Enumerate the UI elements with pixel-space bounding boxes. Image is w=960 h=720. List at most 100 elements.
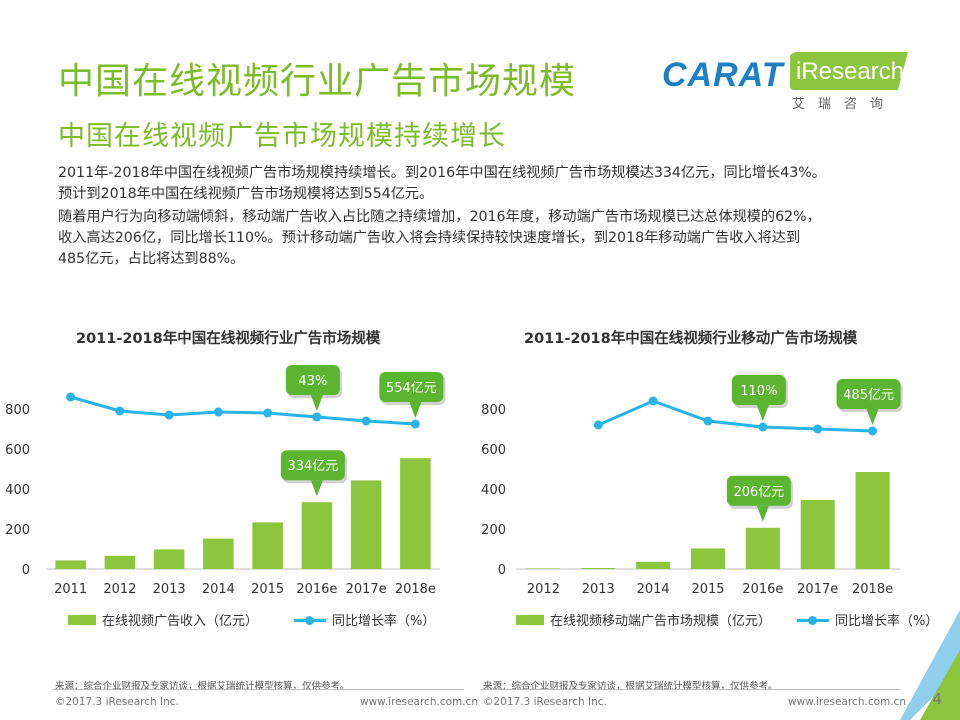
growth-point-2015 bbox=[263, 408, 273, 418]
callout-box bbox=[731, 375, 786, 405]
callout-485亿元: 485亿元 bbox=[836, 379, 903, 425]
growth-point-2016e bbox=[758, 422, 768, 432]
callout-box bbox=[280, 450, 345, 481]
page-number: 4 bbox=[932, 690, 942, 708]
callout-text: 334亿元 bbox=[287, 459, 338, 474]
callout-box bbox=[726, 475, 791, 506]
x-tick-label: 2012 bbox=[103, 582, 136, 597]
summary-line-2: 预计到2018年中国在线视频广告市场规模将达到554亿元。 bbox=[58, 186, 434, 202]
bar-2014 bbox=[203, 538, 234, 569]
x-tick-label: 2016e bbox=[296, 582, 337, 597]
x-tick-label: 2012 bbox=[527, 582, 560, 597]
footer-right-url[interactable]: www.iresearch.com.cn bbox=[788, 696, 907, 708]
x-tick-label: 2014 bbox=[202, 582, 235, 597]
bar-2012 bbox=[104, 555, 136, 569]
iresearch-cn-logo: 艾瑞咨询 bbox=[792, 97, 897, 112]
callout-554亿元: 554亿元 bbox=[379, 372, 446, 418]
callout-box bbox=[379, 372, 444, 402]
iresearch-logo: iResearch bbox=[796, 58, 905, 85]
x-tick-label: 2015 bbox=[691, 582, 724, 597]
bar-2011 bbox=[55, 560, 86, 569]
callout-pointer bbox=[310, 480, 323, 497]
left-source-note: 来源：综合企业财报及专家访谈，根据艾瑞统计模型核算，仅供参考。 bbox=[55, 681, 350, 692]
callout-pointer bbox=[866, 409, 879, 425]
callout-110%: 110% bbox=[731, 375, 788, 421]
legend-line-label: 同比增长率（%） bbox=[835, 614, 939, 629]
callout-text: 485亿元 bbox=[843, 388, 894, 403]
y-tick-label: 400 bbox=[5, 483, 30, 498]
bar-2013 bbox=[153, 549, 185, 569]
growth-point-2014 bbox=[213, 407, 223, 417]
growth-rate-line bbox=[597, 399, 873, 433]
bar-2013 bbox=[581, 568, 616, 569]
y-tick-label: 0 bbox=[498, 563, 506, 578]
growth-point-2017e bbox=[813, 424, 823, 434]
bar-2016e bbox=[745, 527, 780, 569]
bar-2015 bbox=[252, 522, 283, 569]
growth-point-2018e bbox=[410, 419, 420, 429]
corner-decoration bbox=[900, 610, 960, 720]
growth-point-2016e bbox=[312, 412, 322, 422]
left-divider bbox=[52, 689, 464, 690]
y-tick-label: 800 bbox=[481, 403, 506, 418]
summary-line-4: 收入高达206亿，同比增长110%。预计移动端广告收入将会持续保持较快速度增长，… bbox=[58, 230, 801, 246]
footer-right-copyright: ©2017.3 iResearch Inc. bbox=[483, 696, 607, 708]
legend-bar-label: 在线视频移动端广告市场规模（亿元） bbox=[550, 614, 772, 629]
right-divider bbox=[480, 689, 900, 690]
growth-point-2018e bbox=[868, 426, 878, 436]
iresearch-logo-shape bbox=[790, 52, 908, 90]
bar-2017e bbox=[350, 480, 382, 569]
growth-point-2013 bbox=[164, 410, 174, 420]
bar-2012 bbox=[526, 568, 561, 569]
growth-rate-line bbox=[70, 395, 416, 426]
x-tick-label: 2013 bbox=[582, 582, 615, 597]
x-tick-label: 2016e bbox=[742, 582, 783, 597]
callout-box bbox=[285, 365, 340, 395]
legend-line-swatch bbox=[294, 614, 327, 626]
callout-text: 206亿元 bbox=[733, 485, 784, 500]
right-chart-title: 2011-2018年中国在线视频行业移动广告市场规模 bbox=[524, 331, 858, 347]
right-legend: 在线视频移动端广告市场规模（亿元） 同比增长率（%） bbox=[516, 610, 938, 629]
callout-206亿元: 206亿元 bbox=[726, 475, 793, 522]
x-tick-label: 2015 bbox=[251, 582, 284, 597]
callout-text: 110% bbox=[740, 384, 777, 399]
bar-2017e bbox=[800, 500, 835, 569]
growth-point-2011 bbox=[66, 392, 76, 402]
summary-line-5: 485亿元，占比将达到88%。 bbox=[58, 251, 245, 267]
x-tick-label: 2017e bbox=[346, 582, 387, 597]
left-legend: 在线视频广告收入（亿元） 同比增长率（%） bbox=[68, 610, 435, 629]
legend-bar-swatch bbox=[68, 614, 96, 625]
growth-point-2013 bbox=[593, 420, 603, 430]
x-tick-label: 2018e bbox=[395, 582, 436, 597]
callout-334亿元: 334亿元 bbox=[280, 450, 347, 497]
callout-pointer bbox=[310, 395, 323, 411]
bar-2018e bbox=[400, 458, 431, 569]
x-tick-label: 2018e bbox=[852, 582, 893, 597]
left-chart-title: 2011-2018年中国在线视频行业广告市场规模 bbox=[76, 331, 381, 347]
summary-line-1: 2011年-2018年中国在线视频广告市场规模持续增长。到2016年中国在线视频… bbox=[58, 165, 826, 181]
bar-2016e bbox=[301, 502, 333, 569]
right-chart: 0 200 400 600 800 2012 2013 2014 2015 2016e 2017e 2… bbox=[481, 375, 903, 597]
callout-43%: 43% bbox=[285, 365, 342, 411]
y-tick-label: 200 bbox=[5, 523, 30, 538]
right-source-note: 来源：综合企业财报及专家访谈，根据艾瑞统计模型核算，仅供参考。 bbox=[483, 681, 778, 692]
legend-bar-label: 在线视频广告收入（亿元） bbox=[102, 614, 259, 629]
y-tick-label: 800 bbox=[5, 403, 30, 418]
callout-pointer bbox=[409, 402, 422, 418]
x-tick-label: 2017e bbox=[797, 582, 838, 597]
callout-text: 43% bbox=[298, 374, 327, 389]
left-chart: 0 200 400 600 800 2011 2012 2013 2014 2015 2016e 20… bbox=[5, 365, 446, 597]
y-tick-label: 400 bbox=[481, 483, 506, 498]
footer-left-url[interactable]: www.iresearch.com.cn bbox=[360, 696, 479, 708]
growth-point-2014 bbox=[648, 396, 658, 406]
bar-2018e bbox=[855, 472, 890, 569]
summary-line-3: 随着用户行为向移动端倾斜，移动端广告收入占比随之持续增加，2016年度，移动端广… bbox=[58, 209, 821, 225]
page-subtitle: 中国在线视频广告市场规模持续增长 bbox=[58, 121, 506, 152]
y-tick-label: 0 bbox=[22, 563, 30, 578]
callout-pointer bbox=[756, 405, 769, 421]
growth-point-2017e bbox=[361, 416, 371, 426]
legend-line-label: 同比增长率（%） bbox=[332, 614, 436, 629]
x-tick-label: 2011 bbox=[54, 582, 87, 597]
x-tick-label: 2014 bbox=[637, 582, 670, 597]
y-tick-label: 600 bbox=[5, 443, 30, 458]
